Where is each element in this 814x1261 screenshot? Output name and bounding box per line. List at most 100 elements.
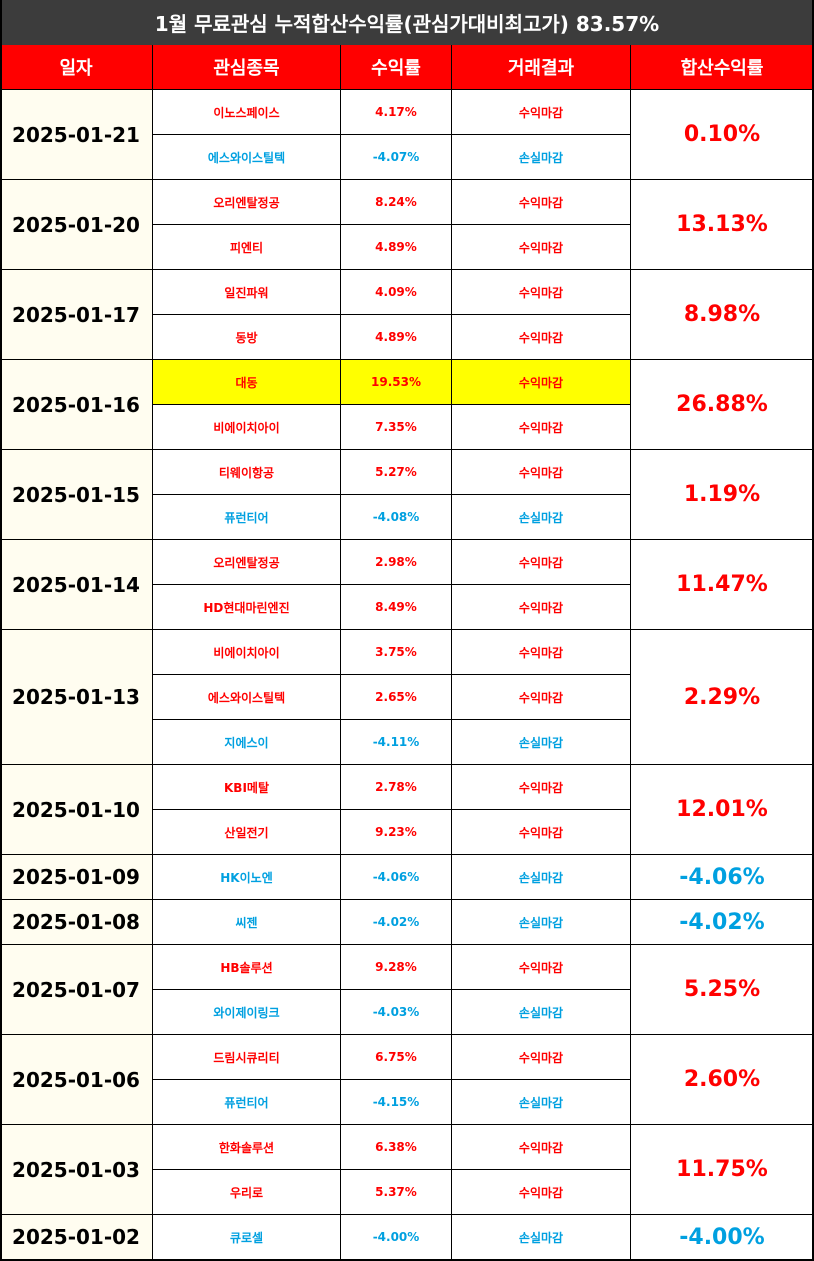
stock-return: -4.15% [341,1080,452,1125]
date-cell: 2025-01-15 [0,450,153,540]
stock-name: 한화솔루션 [153,1125,341,1170]
stock-return: 3.75% [341,630,452,675]
stock-return: 6.75% [341,1035,452,1080]
trade-result: 수익마감 [452,360,631,405]
header-stock: 관심종목 [153,45,341,90]
table-title: 1월 무료관심 누적합산수익률(관심가대비최고가) 83.57% [0,0,814,45]
date-cell: 2025-01-09 [0,855,153,900]
stock-name: 이노스페이스 [153,90,341,135]
stock-return: -4.02% [341,900,452,945]
stock-name: 퓨런티어 [153,1080,341,1125]
trade-result: 수익마감 [452,225,631,270]
total-return: 13.13% [631,180,814,270]
date-cell: 2025-01-20 [0,180,153,270]
stock-return: -4.08% [341,495,452,540]
trade-result: 수익마감 [452,585,631,630]
trade-result: 수익마감 [452,180,631,225]
stock-return: 6.38% [341,1125,452,1170]
trade-result: 손실마감 [452,990,631,1035]
trade-result: 손실마감 [452,495,631,540]
trade-result: 수익마감 [452,630,631,675]
stock-name: 피엔티 [153,225,341,270]
date-cell: 2025-01-10 [0,765,153,855]
total-return: 8.98% [631,270,814,360]
stock-name: 비에이치아이 [153,630,341,675]
trade-result: 수익마감 [452,945,631,990]
date-cell: 2025-01-17 [0,270,153,360]
stock-return: 4.17% [341,90,452,135]
trade-result: 손실마감 [452,855,631,900]
date-cell: 2025-01-03 [0,1125,153,1215]
stock-name: HB솔루션 [153,945,341,990]
date-cell: 2025-01-06 [0,1035,153,1125]
stock-name: 씨젠 [153,900,341,945]
trade-result: 손실마감 [452,900,631,945]
trade-result: 수익마감 [452,1035,631,1080]
stock-return: 4.89% [341,225,452,270]
total-return: 5.25% [631,945,814,1035]
trade-result: 수익마감 [452,1170,631,1215]
date-cell: 2025-01-13 [0,630,153,765]
trade-result: 수익마감 [452,315,631,360]
stock-return: 8.24% [341,180,452,225]
stock-name: 오리엔탈정공 [153,180,341,225]
stock-name: HK이노엔 [153,855,341,900]
stock-return: 7.35% [341,405,452,450]
date-cell: 2025-01-08 [0,900,153,945]
stock-name: 일진파워 [153,270,341,315]
trade-result: 수익마감 [452,405,631,450]
stock-name: 동방 [153,315,341,360]
trade-result: 손실마감 [452,135,631,180]
total-return: -4.06% [631,855,814,900]
stock-return: -4.11% [341,720,452,765]
trade-result: 수익마감 [452,1125,631,1170]
stock-return: -4.00% [341,1215,452,1260]
stock-name: 산일전기 [153,810,341,855]
stock-name: HD현대마린엔진 [153,585,341,630]
stock-name: 티웨이항공 [153,450,341,495]
trade-result: 수익마감 [452,810,631,855]
total-return: -4.02% [631,900,814,945]
trade-result: 손실마감 [452,720,631,765]
trade-result: 수익마감 [452,540,631,585]
stock-name: 오리엔탈정공 [153,540,341,585]
stock-name: 비에이치아이 [153,405,341,450]
total-return: 11.75% [631,1125,814,1215]
total-return: 2.60% [631,1035,814,1125]
total-return: 11.47% [631,540,814,630]
stock-return: -4.07% [341,135,452,180]
stock-name: KBI메탈 [153,765,341,810]
stock-return: 4.89% [341,315,452,360]
date-cell: 2025-01-21 [0,90,153,180]
stock-name: 드림시큐리티 [153,1035,341,1080]
stock-return: 9.28% [341,945,452,990]
header-return: 수익률 [341,45,452,90]
trade-result: 수익마감 [452,450,631,495]
stock-return: 9.23% [341,810,452,855]
header-date: 일자 [0,45,153,90]
trade-result: 수익마감 [452,675,631,720]
date-cell: 2025-01-16 [0,360,153,450]
stock-return: 19.53% [341,360,452,405]
total-return: 2.29% [631,630,814,765]
stock-return: -4.06% [341,855,452,900]
date-cell: 2025-01-14 [0,540,153,630]
total-return: 1.19% [631,450,814,540]
trade-result: 손실마감 [452,1215,631,1260]
stock-return: 2.65% [341,675,452,720]
stock-name: 퓨런티어 [153,495,341,540]
trade-result: 수익마감 [452,90,631,135]
stock-name: 와이제이링크 [153,990,341,1035]
trade-result: 수익마감 [452,270,631,315]
stock-return: 4.09% [341,270,452,315]
stock-return: -4.03% [341,990,452,1035]
stock-name: 큐로셀 [153,1215,341,1260]
header-result: 거래결과 [452,45,631,90]
stock-return: 2.98% [341,540,452,585]
date-cell: 2025-01-07 [0,945,153,1035]
stock-name: 지에스이 [153,720,341,765]
header-total: 합산수익률 [631,45,814,90]
stock-name: 대동 [153,360,341,405]
stock-return: 5.37% [341,1170,452,1215]
